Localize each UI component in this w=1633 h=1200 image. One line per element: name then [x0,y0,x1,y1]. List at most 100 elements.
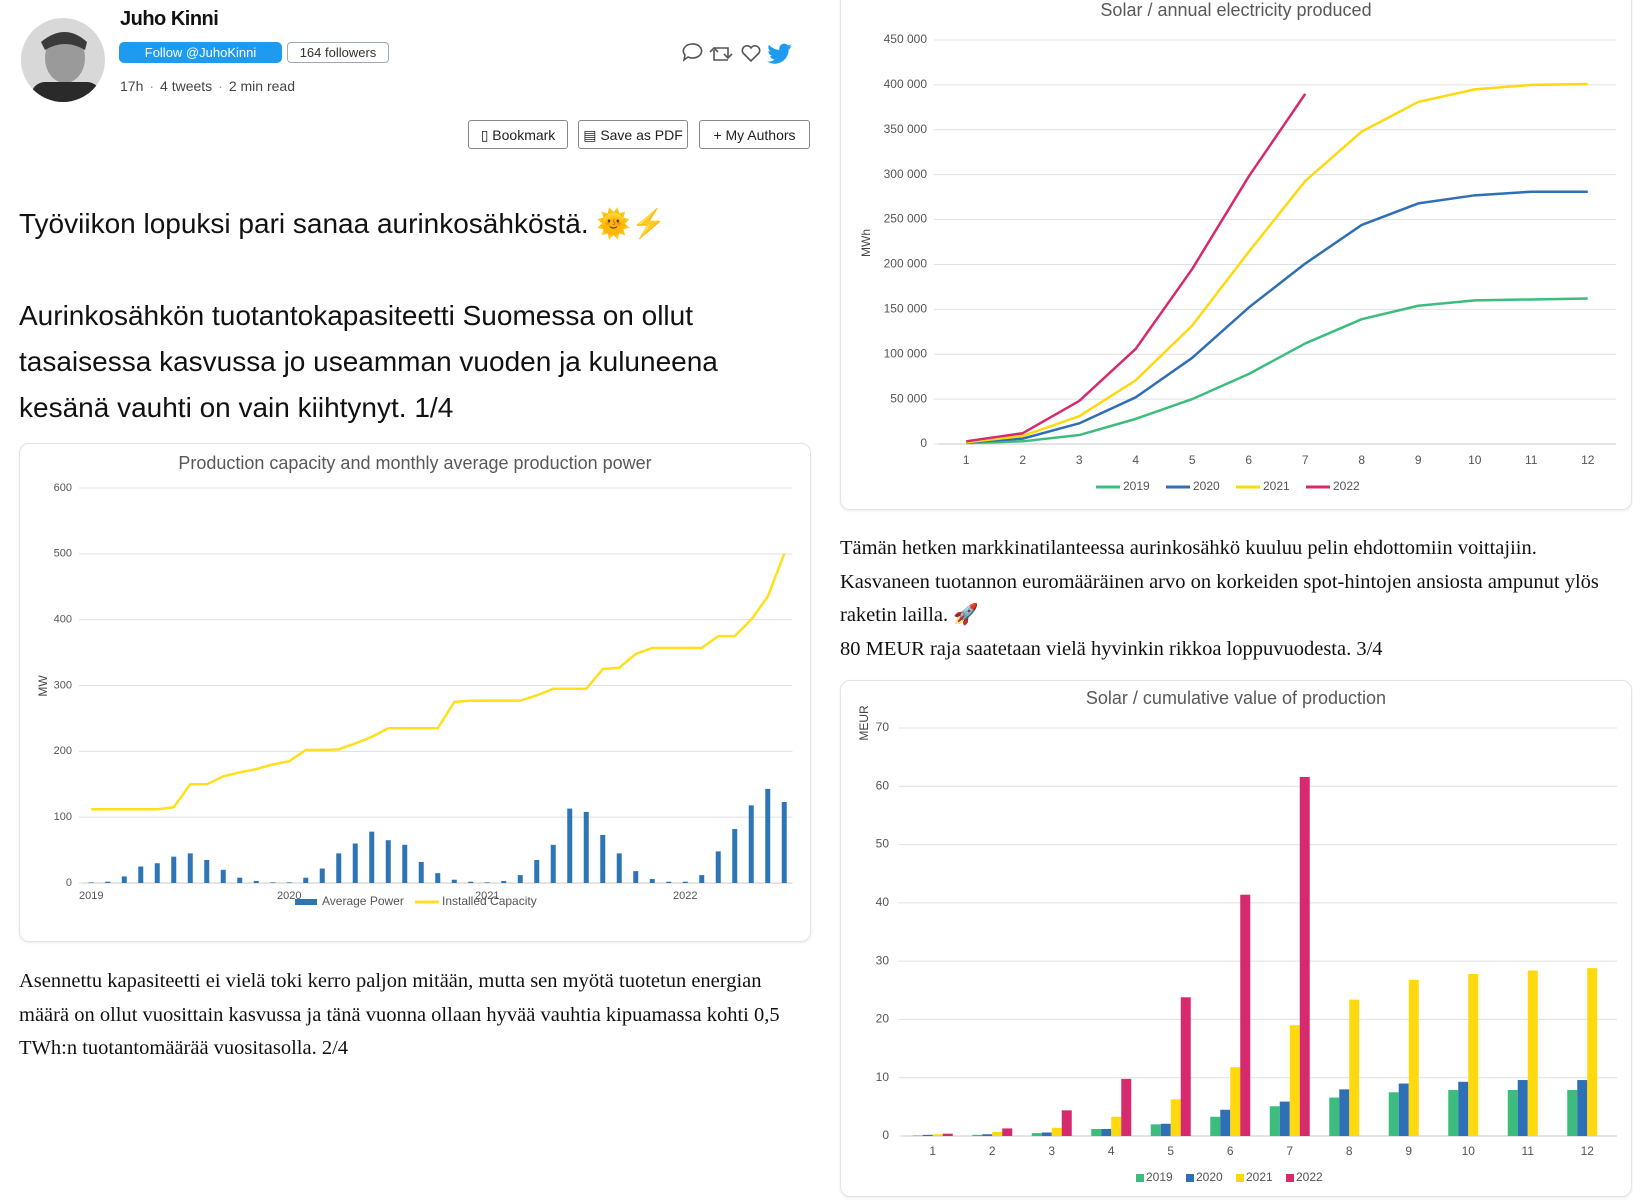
author-name[interactable]: Juho Kinni [120,8,219,30]
bar [1567,1089,1578,1136]
y-tick-label: 200 [54,745,72,757]
y-axis-label: MEUR [857,705,871,741]
x-tick-label: 12 [1581,1144,1595,1158]
x-tick-label: 2021 [475,890,499,902]
y-tick-label: 300 [54,679,72,691]
legend-swatch [1136,1174,1144,1182]
bookmark-button[interactable]: ▯ Bookmark [468,120,568,149]
bar [633,871,639,883]
bar [435,873,441,883]
legend-label: 2022 [1296,1170,1323,1184]
twitter-icon[interactable] [767,43,792,64]
like-icon[interactable] [741,44,761,63]
bar [121,876,127,883]
y-axis-label: MWh [859,229,873,257]
legend-label: 2021 [1246,1170,1273,1184]
retweet-icon[interactable] [709,46,733,61]
bar [1329,1097,1340,1136]
legend-label: Average Power [322,894,404,908]
x-tick-label: 8 [1358,453,1365,467]
bar [1587,968,1598,1136]
bar [1160,1123,1171,1136]
bar [1230,1067,1241,1136]
chart-title: Solar / cumulative value of production [1086,688,1386,708]
bar [649,879,655,883]
chart-card: Solar / annual electricity produced MWh 0 5… [840,0,1632,510]
bar [1577,1080,1588,1136]
bar [699,875,705,883]
x-tick-label: 2 [1019,453,1026,467]
bar [1458,1081,1469,1136]
bar [1289,1025,1300,1136]
bar [616,853,622,883]
x-tick-label: 11 [1525,453,1538,467]
line-series [966,190,1588,444]
legend-label: 2021 [1263,479,1290,493]
y-tick-label: 100 000 [884,346,928,360]
bar [385,840,391,883]
bar [942,1133,953,1136]
x-tick-label: 5 [1189,453,1196,467]
line-series [966,93,1307,443]
bar [204,859,210,883]
line-series [91,553,786,811]
button-label: My Authors [725,127,796,143]
meta-item: 2 min read [228,78,295,94]
x-tick-label: 3 [1076,453,1083,467]
bar [369,831,375,883]
x-tick-label: 6 [1227,1144,1234,1158]
legend-label: 2020 [1193,479,1220,493]
bar [517,875,523,883]
legend-swatch [295,899,317,905]
meta-item: 17h [120,78,144,94]
x-tick-label: 10 [1462,1144,1476,1158]
x-tick-label: 3 [1048,1144,1055,1158]
legend-label: 2019 [1123,479,1150,493]
bar [319,868,325,883]
chart-card: Solar / cumulative value of production ME… [840,680,1632,1197]
bar [1240,894,1251,1136]
followers-count[interactable]: 164 followers [287,42,389,63]
y-tick-label: 450 000 [884,32,928,46]
bar [982,1134,993,1136]
y-tick-label: 250 000 [884,212,928,226]
bar [748,805,754,883]
bar [1279,1101,1290,1136]
my-authors-button[interactable]: + My Authors [699,120,810,149]
button-label: Save as PDF [600,127,683,143]
bar [567,808,573,883]
x-tick-label: 2022 [673,890,697,902]
x-tick-label: 2020 [277,890,301,902]
chart: Production capacity and monthly average … [36,453,793,908]
x-tick-label: 9 [1415,453,1422,467]
bar [1398,1083,1409,1136]
bar [484,882,490,883]
tweet-text: Tämän hetken markkinatilanteessa aurinko… [840,537,1599,626]
bar [583,811,589,883]
bar [138,866,144,883]
bar [1507,1089,1518,1136]
x-tick-label: 2019 [79,890,103,902]
bar [468,881,474,883]
y-tick-label: 40 [876,895,890,909]
tweet-text: 80 MEUR raja saatetaan vielä hyvinkin ri… [840,638,1383,660]
x-tick-label: 7 [1286,1144,1293,1158]
bar [682,881,688,883]
follow-button[interactable]: Follow @JuhoKinni [119,42,282,63]
save-pdf-button[interactable]: ▤ Save as PDF [578,120,688,149]
y-tick-label: 150 000 [884,302,928,316]
action-icons [682,43,792,64]
reply-icon[interactable] [682,43,703,62]
thread-meta: 17h · 4 tweets · 2 min read [120,78,295,94]
bar [171,856,177,883]
bar [1061,1110,1072,1136]
bar [286,882,292,883]
bar [666,881,672,883]
legend-label: 2019 [1146,1170,1173,1184]
legend-label: 2020 [1196,1170,1223,1184]
y-tick-label: 500 [54,548,72,560]
x-tick-label: 5 [1167,1144,1174,1158]
bar [1468,973,1479,1136]
bar [336,853,342,883]
